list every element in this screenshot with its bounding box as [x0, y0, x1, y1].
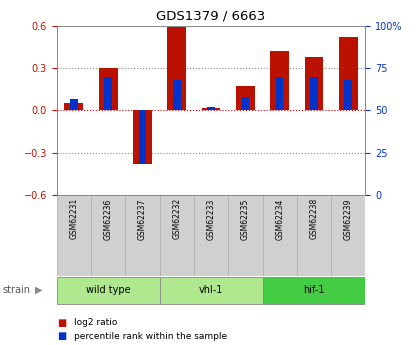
Bar [64, 104, 83, 110]
Text: percentile rank within the sample: percentile rank within the sample [74, 332, 227, 341]
Bar [297, 195, 331, 276]
Bar [160, 277, 262, 304]
Bar [236, 87, 255, 110]
Bar [160, 195, 194, 276]
Bar [331, 195, 365, 276]
Bar [173, 80, 181, 110]
Text: GSM62238: GSM62238 [310, 198, 318, 239]
Text: GSM62236: GSM62236 [104, 198, 113, 239]
Bar [125, 195, 160, 276]
Bar [99, 68, 118, 110]
Text: vhl-1: vhl-1 [199, 285, 223, 295]
Bar [241, 97, 249, 110]
Bar [262, 195, 297, 276]
Text: GSM62231: GSM62231 [69, 198, 79, 239]
Text: GSM62233: GSM62233 [207, 198, 215, 239]
Text: wild type: wild type [86, 285, 131, 295]
Bar [194, 195, 228, 276]
Text: GSM62239: GSM62239 [344, 198, 353, 239]
Bar [167, 27, 186, 110]
Bar [276, 77, 284, 110]
Bar [344, 80, 352, 110]
Bar [339, 37, 358, 110]
Text: log2 ratio: log2 ratio [74, 318, 117, 327]
Bar [228, 195, 262, 276]
Text: GSM62234: GSM62234 [275, 198, 284, 239]
Text: GSM62237: GSM62237 [138, 198, 147, 239]
Text: strain: strain [2, 285, 30, 295]
Bar [304, 57, 323, 110]
Bar [207, 107, 215, 110]
Text: ■: ■ [57, 318, 66, 327]
Bar [70, 99, 78, 110]
Text: GSM62232: GSM62232 [172, 198, 181, 239]
Text: GSM62235: GSM62235 [241, 198, 250, 239]
Bar [105, 77, 112, 110]
Bar [133, 110, 152, 164]
Bar [270, 51, 289, 110]
Bar [202, 108, 220, 110]
Text: ▶: ▶ [35, 285, 43, 295]
Text: hif-1: hif-1 [303, 285, 325, 295]
Text: ■: ■ [57, 332, 66, 341]
Bar [262, 277, 365, 304]
Text: GDS1379 / 6663: GDS1379 / 6663 [156, 9, 266, 22]
Bar [91, 195, 125, 276]
Bar [57, 195, 91, 276]
Bar [310, 77, 318, 110]
Bar [57, 277, 160, 304]
Bar [139, 110, 146, 165]
